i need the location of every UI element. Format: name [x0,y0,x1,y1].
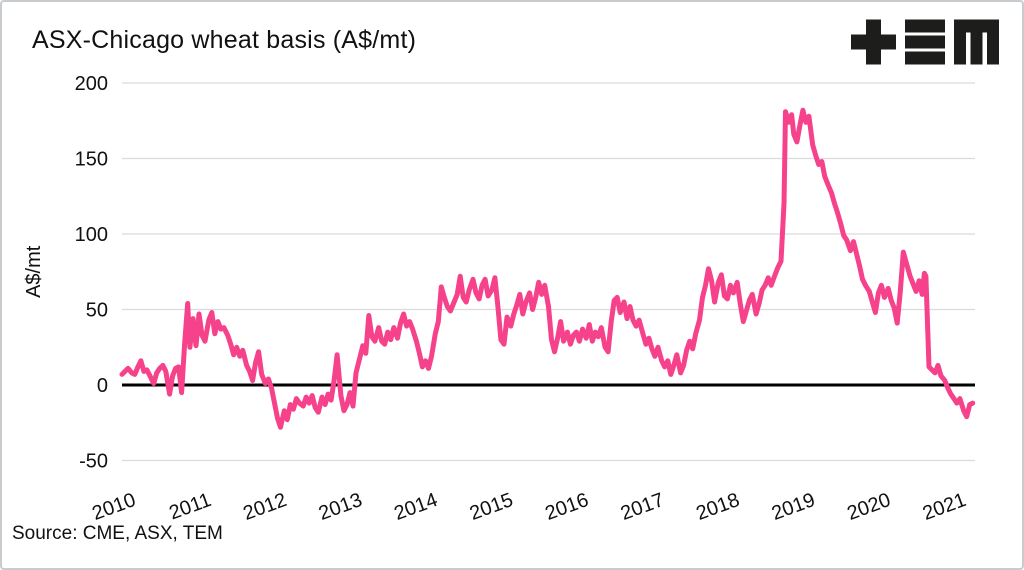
x-tick-label: 2020 [844,489,893,525]
x-tick-label: 2017 [618,489,667,525]
x-tick-label: 2016 [542,489,591,525]
y-tick-label: 150 [75,149,108,171]
y-tick-label: 100 [75,224,108,246]
x-tick-label: 2018 [693,489,742,525]
x-tick-label: 2012 [240,489,289,525]
logo-m-right-leg [987,19,999,65]
x-tick-label: 2014 [391,489,440,525]
x-tick-label: 2021 [920,489,969,525]
logo-m-left-leg [954,19,966,65]
tem-logo [851,19,999,65]
page-title: ASX-Chicago wheat basis (A$/mt) [32,26,417,54]
source-caption: Source: CME, ASX, TEM [12,523,223,544]
y-tick-label: 50 [86,300,108,322]
y-tick-label: 200 [75,73,108,95]
basis-series-line [119,107,976,430]
x-tick-label: 2013 [316,489,365,525]
logo-m-middle-leg [970,19,983,65]
y-tick-label: -50 [79,451,108,473]
y-axis-label: A$/mt [23,245,45,298]
x-tick-label: 2010 [89,489,138,525]
y-tick-label: 0 [97,375,108,397]
x-tick-label: 2015 [467,489,516,525]
logo-bar-bottom [905,51,945,65]
logo-plus-horizontal [851,34,896,50]
x-tick-label: 2019 [769,489,818,525]
x-tick-label: 2011 [166,489,214,524]
logo-bar-middle [905,35,945,49]
logo-bar-top [905,19,945,33]
